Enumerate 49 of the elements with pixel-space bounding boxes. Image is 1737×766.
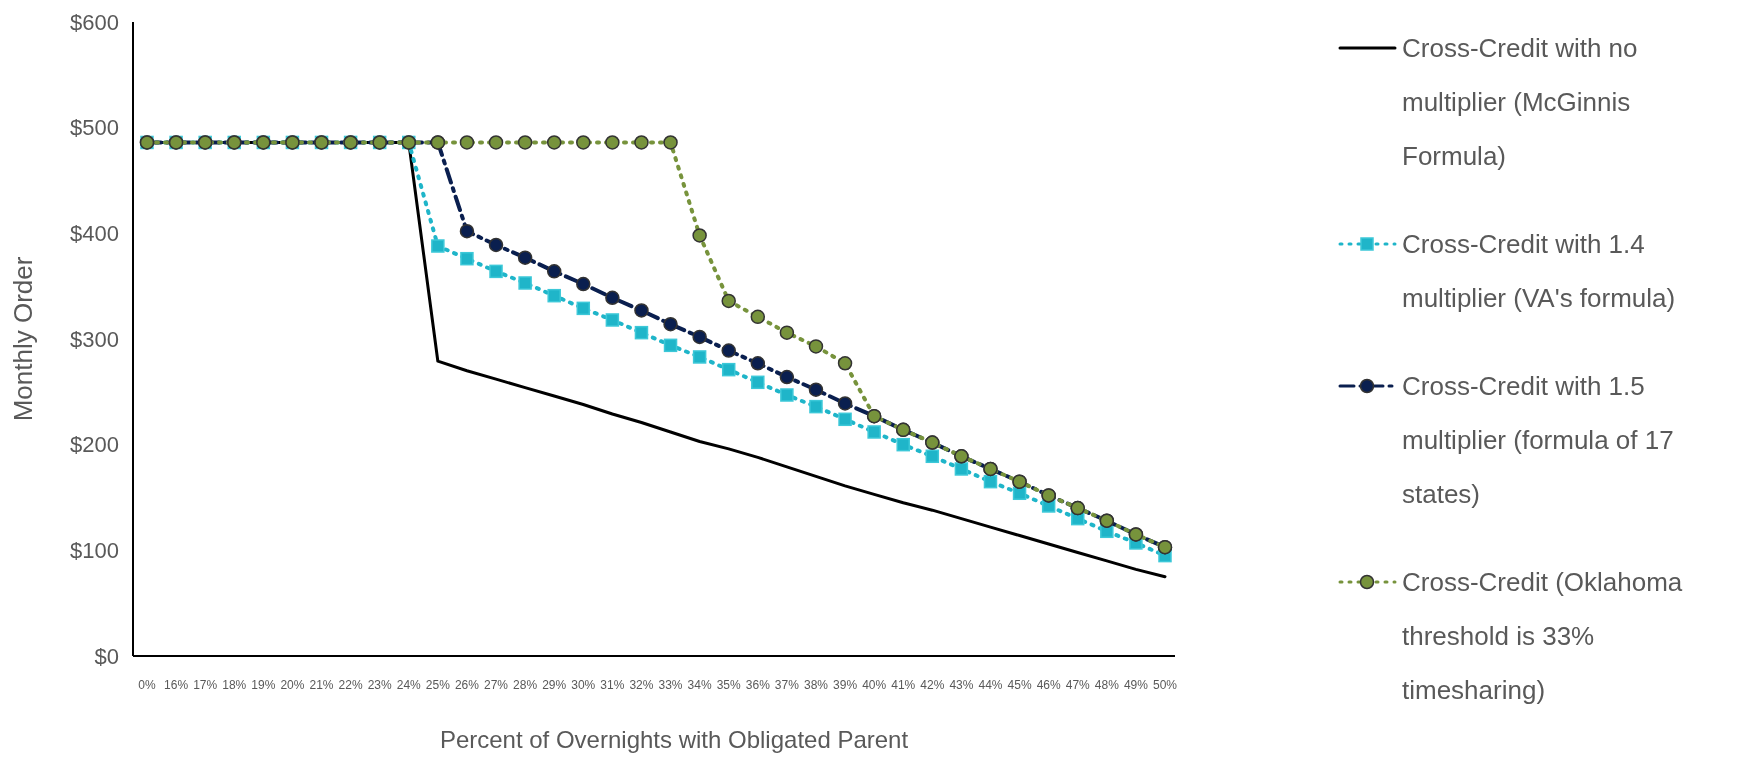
x-tick-label: 29% — [542, 678, 567, 692]
x-tick-label: 34% — [687, 678, 712, 692]
x-tick-label: 49% — [1123, 678, 1149, 692]
x-axis-title: Percent of Overnights with Obligated Parent — [439, 726, 909, 753]
x-tick-label: 23% — [367, 678, 393, 692]
x-tick-label: 21% — [309, 678, 334, 692]
y-tick-label: $600 — [70, 9, 119, 35]
x-tick-label: 45% — [1007, 678, 1032, 692]
x-tick-label: 16% — [164, 678, 189, 692]
x-tick-label: 25% — [425, 678, 451, 692]
x-tick-label: 22% — [338, 678, 363, 692]
x-tick-label: 24% — [396, 678, 422, 692]
x-tick-label: 39% — [833, 678, 858, 692]
x-tick-label: 17% — [193, 678, 218, 692]
x-tick-label: 37% — [774, 678, 800, 692]
y-tick-label: $300 — [70, 326, 119, 352]
x-tick-label: 28% — [513, 678, 538, 692]
x-tick-label: 20% — [280, 678, 305, 692]
x-tick-label: 18% — [222, 678, 247, 692]
legend-label: Cross-Credit (Oklahoma threshold is 33% timesharing) — [1402, 567, 1683, 705]
x-tick-label: 42% — [920, 678, 945, 692]
y-tick-label: $0 — [94, 643, 119, 669]
x-tick-label: 46% — [1036, 678, 1061, 692]
x-tick-label: 0% — [138, 678, 156, 692]
x-tick-label: 41% — [891, 678, 916, 692]
x-tick-label: 40% — [862, 678, 887, 692]
x-tick-label: 33% — [658, 678, 683, 692]
x-tick-label: 47% — [1065, 678, 1091, 692]
x-tick-label: 19% — [251, 678, 276, 692]
x-tick-label: 35% — [716, 678, 742, 692]
legend-label: Cross-Credit with no multiplier (McGinnis Formula) — [1402, 33, 1638, 171]
x-tick-label: 50% — [1152, 678, 1178, 692]
y-tick-label: $200 — [70, 432, 119, 458]
y-tick-label: $100 — [70, 537, 119, 563]
x-tick-label: 32% — [629, 678, 654, 692]
y-tick-label: $500 — [70, 115, 119, 141]
x-tick-label: 43% — [949, 678, 974, 692]
legend-label: Cross-Credit with 1.5 multiplier (formula of 17 states) — [1402, 371, 1674, 509]
x-tick-label: 30% — [571, 678, 596, 692]
legend-label: Cross-Credit with 1.4 multiplier (VA's formula) — [1402, 229, 1676, 313]
y-axis-title: Monthly Order — [8, 256, 38, 422]
x-tick-label: 27% — [484, 678, 509, 692]
x-tick-label: 38% — [803, 678, 829, 692]
x-tick-label: 44% — [978, 678, 1003, 692]
x-tick-label: 26% — [454, 678, 480, 692]
x-tick-label: 48% — [1094, 678, 1120, 692]
x-tick-label: 31% — [600, 678, 625, 692]
y-tick-label: $400 — [70, 220, 119, 246]
x-tick-label: 36% — [745, 678, 771, 692]
